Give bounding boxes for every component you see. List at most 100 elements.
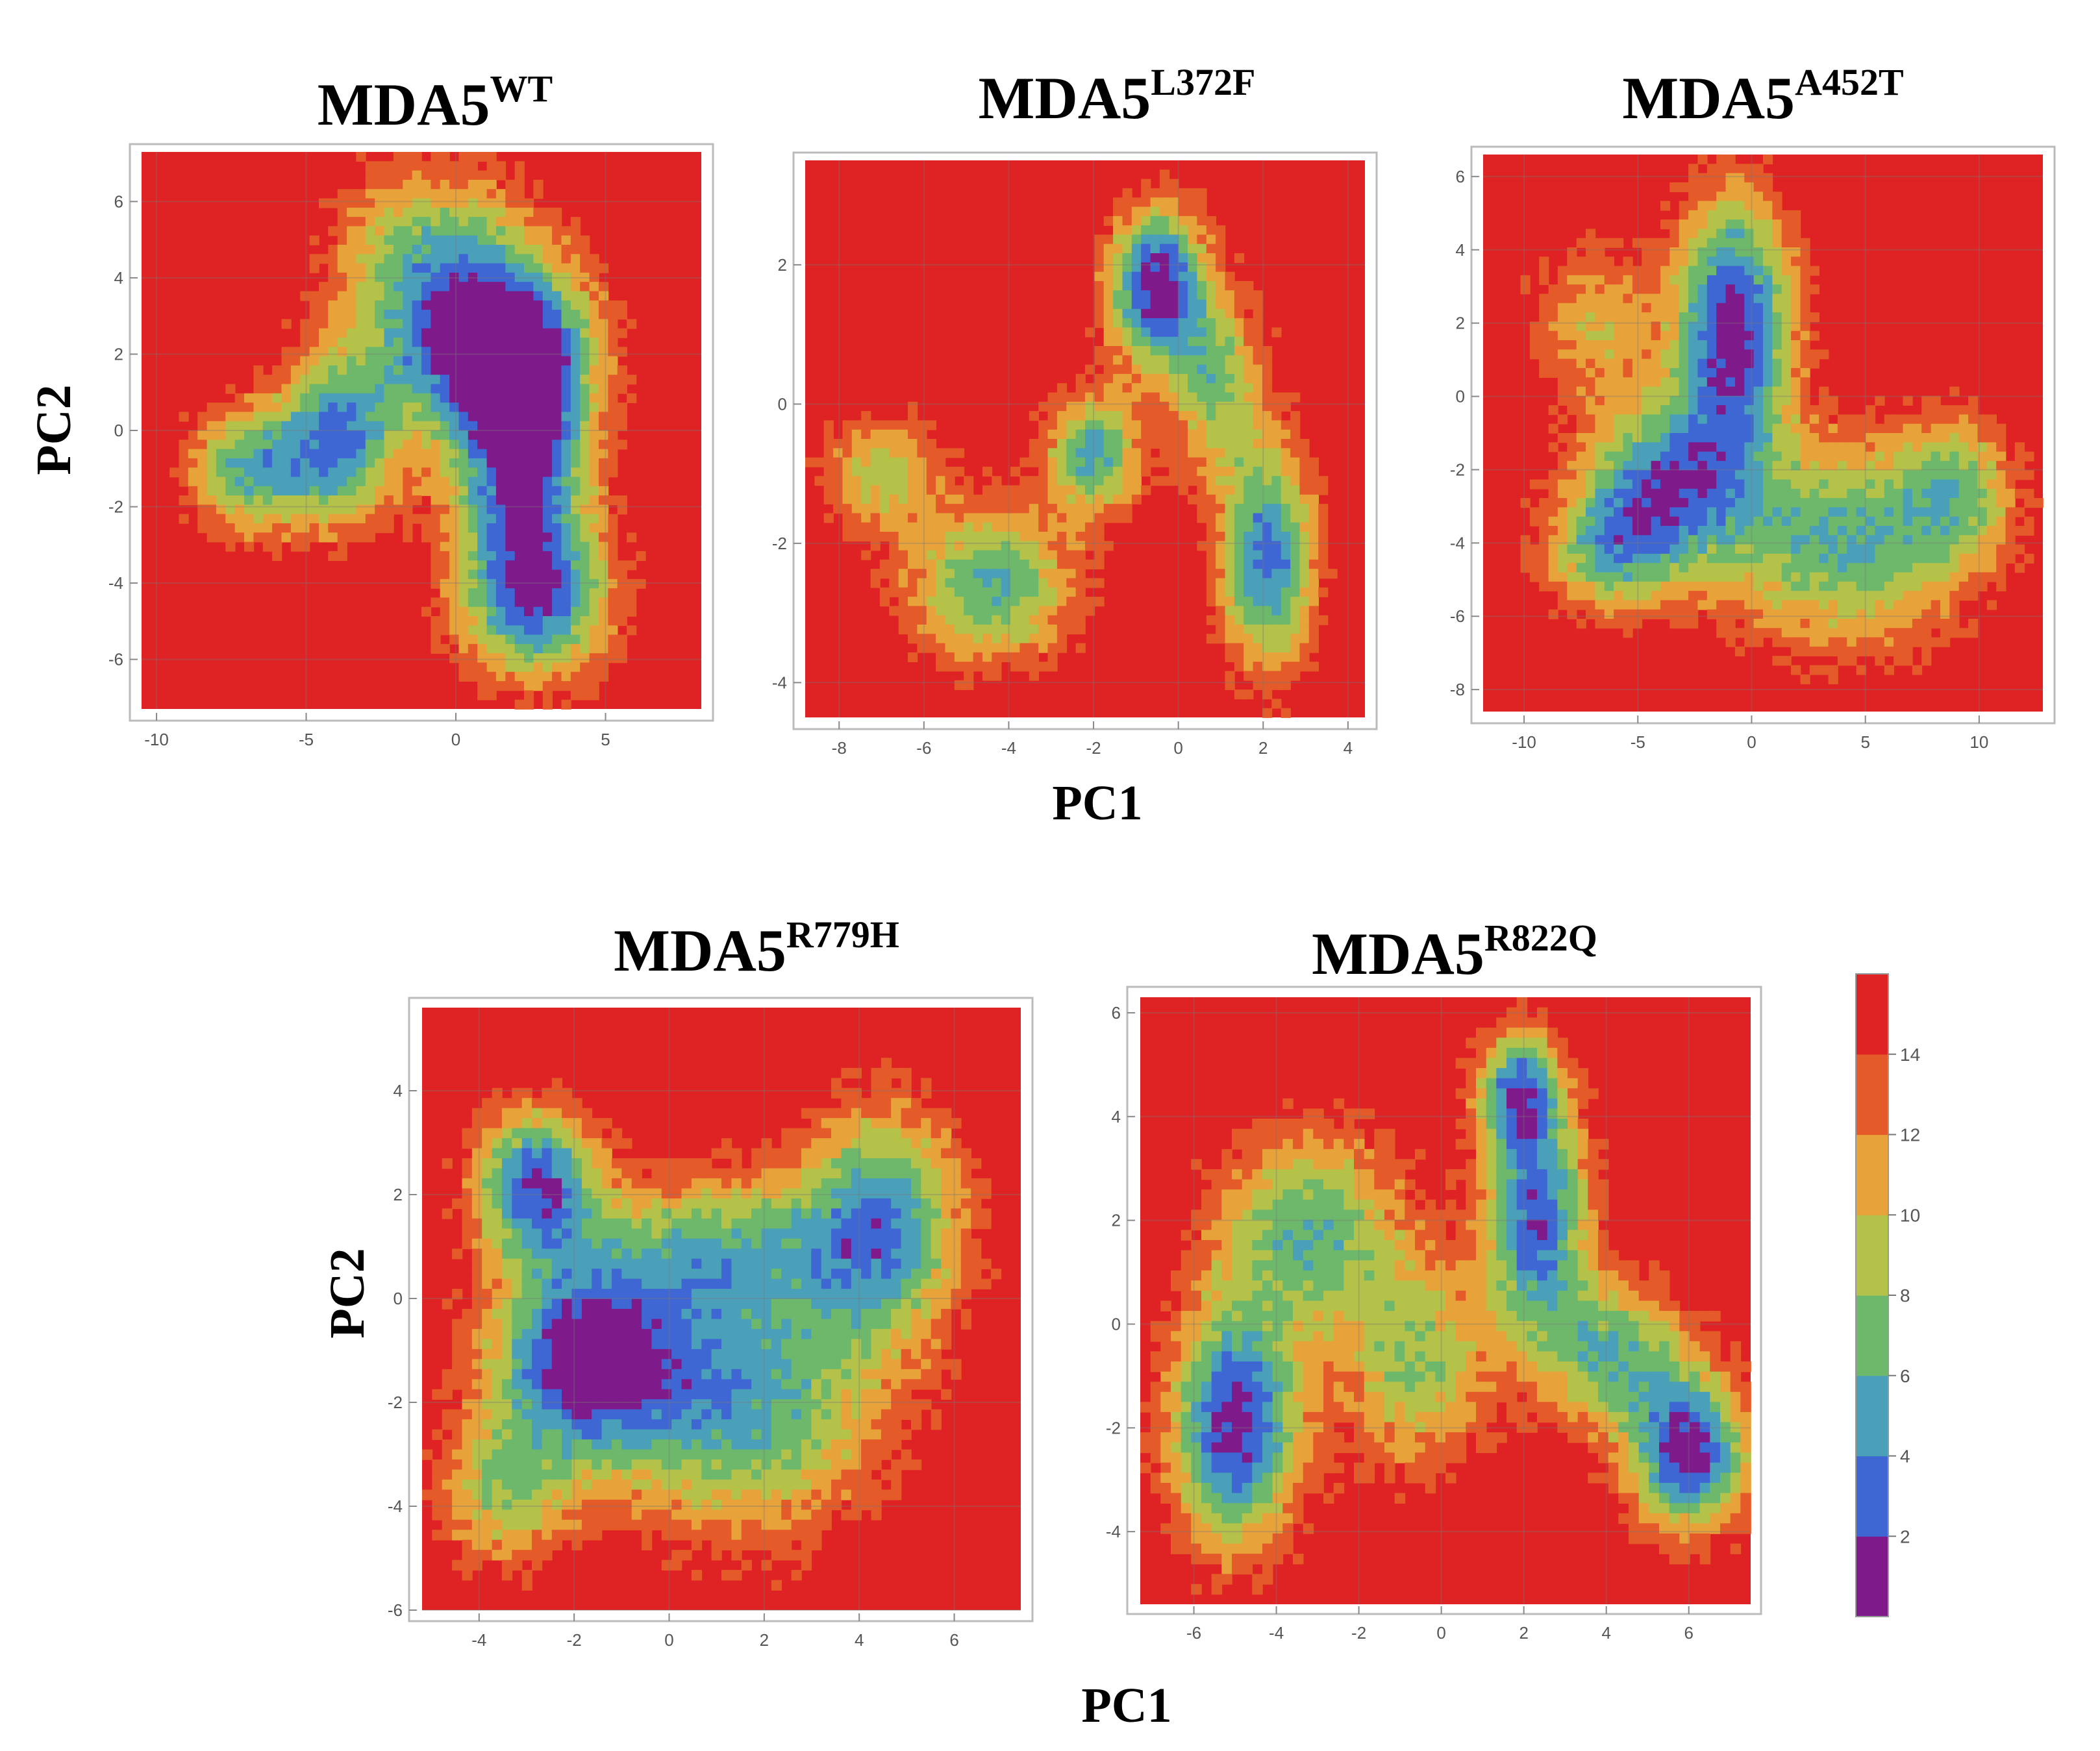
heatmap-cell xyxy=(1169,206,1179,217)
heatmap-cell xyxy=(1029,634,1039,644)
heatmap-cell xyxy=(1688,303,1699,313)
heatmap-cell xyxy=(1548,572,1558,582)
heatmap-cell xyxy=(1066,597,1077,607)
heatmap-cell xyxy=(1586,414,1596,425)
heatmap-cell xyxy=(589,588,599,599)
heatmap-cell xyxy=(570,375,581,385)
heatmap-cell xyxy=(1763,600,1773,610)
heatmap-cell xyxy=(337,504,347,515)
heatmap-cell xyxy=(337,300,347,310)
heatmap-cell xyxy=(468,616,478,627)
heatmap-cell xyxy=(458,569,469,580)
heatmap-cell xyxy=(1188,271,1198,282)
heatmap-cell xyxy=(1586,516,1596,527)
heatmap-cell xyxy=(477,440,488,450)
heatmap-cell xyxy=(1225,569,1235,579)
heatmap-cell xyxy=(1725,182,1736,192)
heatmap-cell xyxy=(1669,526,1680,536)
heatmap-cell xyxy=(889,429,899,440)
heatmap-cell xyxy=(431,207,441,217)
heatmap-cell xyxy=(262,403,273,413)
heatmap-cell xyxy=(1725,367,1736,378)
x-tick-label: 4 xyxy=(1344,738,1353,758)
heatmap-cell xyxy=(533,310,544,320)
heatmap-cell xyxy=(1122,476,1132,486)
heatmap-cell xyxy=(421,375,432,385)
heatmap-cell xyxy=(542,235,553,245)
heatmap-cell xyxy=(1557,386,1568,397)
heatmap-cell xyxy=(589,616,599,627)
heatmap-cell xyxy=(337,291,347,301)
heatmap-cell xyxy=(1103,290,1114,301)
heatmap-cell xyxy=(1520,284,1531,295)
heatmap-cell xyxy=(309,523,319,534)
heatmap-cell xyxy=(617,365,627,375)
heatmap-cell xyxy=(1753,247,1764,258)
heatmap-cell xyxy=(468,272,478,282)
heatmap-cell xyxy=(1632,433,1643,443)
heatmap-cell xyxy=(580,690,590,701)
heatmap-cell xyxy=(1567,247,1577,258)
heatmap-cell xyxy=(926,532,936,542)
heatmap-cell xyxy=(1744,460,1755,471)
heatmap-cell xyxy=(570,458,581,468)
heatmap-cell xyxy=(1809,479,1819,490)
heatmap-cell xyxy=(599,671,609,682)
heatmap-cell xyxy=(1763,507,1773,517)
heatmap-cell xyxy=(440,179,450,190)
heatmap-cell xyxy=(1809,600,1819,610)
heatmap-cell xyxy=(1669,395,1680,406)
heatmap-cell xyxy=(1866,423,1876,434)
heatmap-cell xyxy=(375,430,385,441)
heatmap-cell xyxy=(1299,578,1310,588)
heatmap-cell xyxy=(1586,238,1596,248)
heatmap-cell xyxy=(440,412,450,422)
heatmap-cell xyxy=(486,189,497,199)
heatmap-cell xyxy=(889,485,899,495)
heatmap-cell xyxy=(1781,330,1792,341)
heatmap-cell xyxy=(1141,346,1151,356)
heatmap-cell xyxy=(393,328,404,338)
heatmap-cell xyxy=(1679,219,1689,230)
heatmap-cell xyxy=(347,393,357,403)
heatmap-cell xyxy=(384,430,394,441)
heatmap-cell xyxy=(1576,256,1586,267)
heatmap-cell xyxy=(1791,600,1801,610)
heatmap-cell xyxy=(1001,652,1011,662)
heatmap-cell xyxy=(1716,526,1727,536)
heatmap-cell xyxy=(1725,526,1736,536)
heatmap-cell xyxy=(1734,256,1745,267)
heatmap-cell xyxy=(1604,266,1614,276)
heatmap-cell xyxy=(1642,312,1652,323)
heatmap-cell xyxy=(1884,516,1894,527)
heatmap-cell xyxy=(1595,386,1605,397)
heatmap-cell xyxy=(1614,581,1624,591)
heatmap-cell xyxy=(328,198,338,208)
heatmap-cell xyxy=(179,467,189,478)
heatmap-cell xyxy=(1066,522,1077,532)
heatmap-cell xyxy=(1262,689,1273,700)
heatmap-cell xyxy=(1753,470,1764,480)
heatmap-cell xyxy=(1819,507,1829,517)
heatmap-cell xyxy=(1828,665,1838,675)
heatmap-cell xyxy=(580,588,590,599)
heatmap-cell xyxy=(1679,516,1689,527)
heatmap-cell xyxy=(1169,420,1179,430)
heatmap-cell xyxy=(589,643,599,654)
heatmap-cell xyxy=(945,652,955,662)
heatmap-cell xyxy=(1642,284,1652,295)
heatmap-cell xyxy=(431,560,441,571)
heatmap-cell xyxy=(1847,600,1857,610)
heatmap-cell xyxy=(1113,253,1123,264)
heatmap-cell xyxy=(542,653,553,664)
heatmap-cell xyxy=(1567,498,1577,508)
heatmap-cell xyxy=(1075,597,1086,607)
heatmap-cell xyxy=(1828,628,1838,638)
heatmap-cell xyxy=(1056,597,1068,607)
heatmap-cell xyxy=(412,198,422,208)
heatmap-cell xyxy=(440,625,450,636)
heatmap-cell xyxy=(1791,637,1801,647)
heatmap-cell xyxy=(1604,238,1614,248)
heatmap-cell xyxy=(552,310,562,320)
heatmap-cell xyxy=(561,393,571,403)
